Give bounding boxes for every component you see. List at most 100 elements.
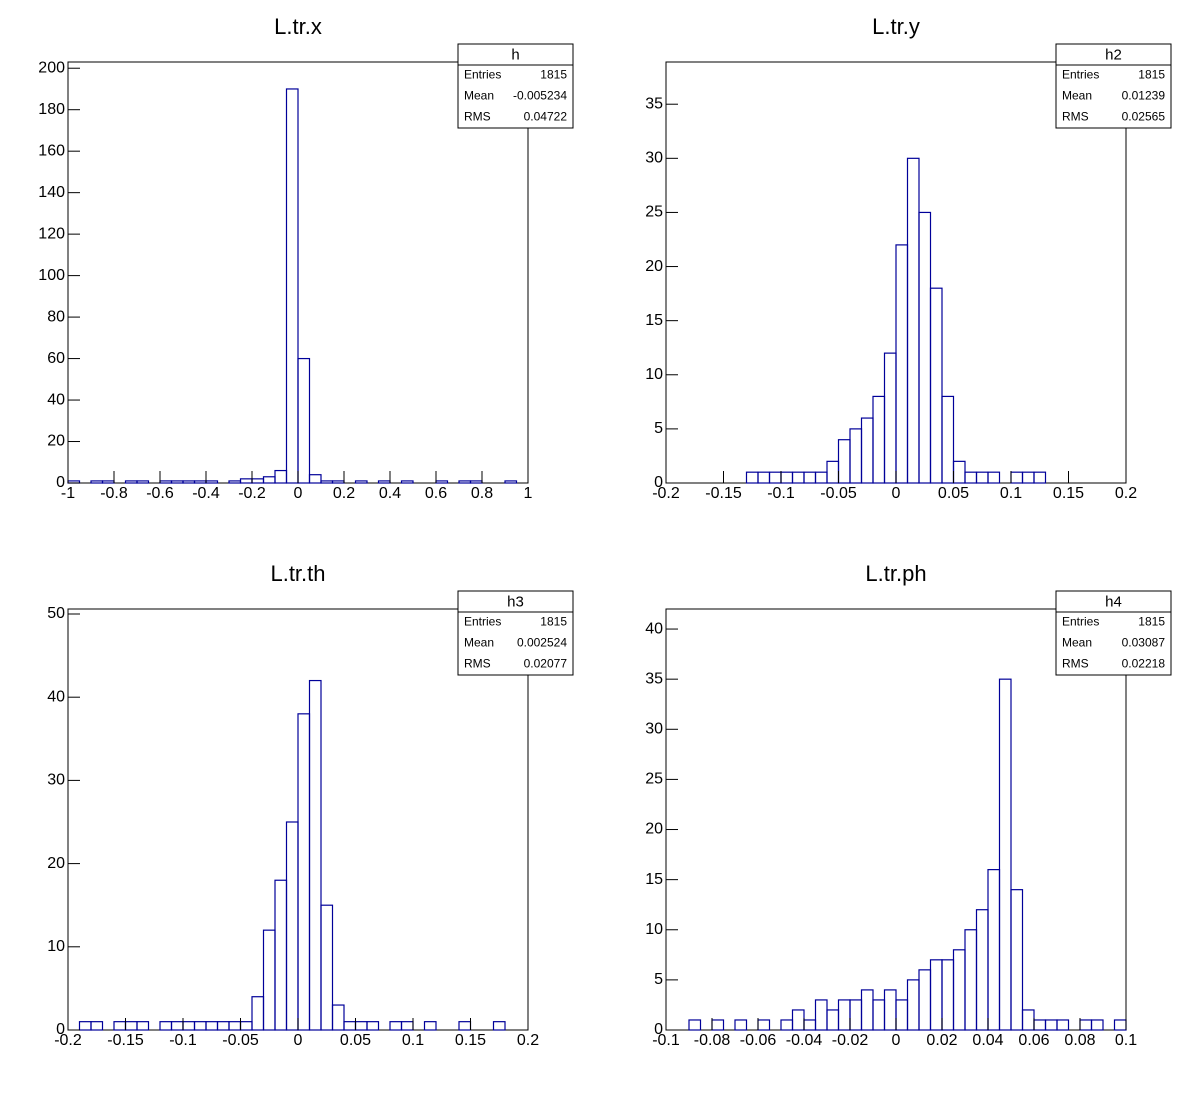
histogram-bin [1044, 1019, 1058, 1031]
stats-value: 0.01239 [1122, 89, 1166, 103]
histogram-bin [1056, 1019, 1070, 1031]
x-tick-label: 0.15 [1053, 485, 1084, 502]
stats-label: RMS [1062, 657, 1089, 671]
x-tick-label: -0.1 [767, 485, 795, 502]
chart-title: L.tr.x [274, 14, 322, 39]
histogram-bin [354, 480, 368, 484]
histogram-bin [469, 480, 483, 484]
histogram-bin [780, 471, 794, 484]
x-tick-label: -0.04 [786, 1032, 823, 1049]
histogram-bin [872, 999, 886, 1031]
histogram-bin [331, 480, 345, 484]
histogram-bin [205, 1021, 219, 1031]
stats-name: h [511, 46, 519, 63]
histogram-bin [492, 1021, 506, 1031]
histogram-bin [837, 999, 851, 1031]
stats-value: 1815 [1138, 68, 1165, 82]
histogram-bin [1010, 471, 1024, 484]
histogram-bin [918, 211, 932, 484]
histogram-bin [205, 480, 219, 484]
y-tick-label: 180 [38, 101, 65, 118]
x-tick-label: -0.05 [820, 485, 857, 502]
histogram-bin [906, 979, 920, 1031]
y-tick-label: 40 [47, 688, 65, 705]
histogram-bin [377, 480, 391, 484]
stats-label: Mean [464, 636, 494, 650]
x-tick-label: 0.2 [1115, 485, 1137, 502]
histogram-bin [1033, 471, 1047, 484]
histogram-bin [803, 471, 817, 484]
histogram-bin [228, 480, 242, 484]
histogram-bin [1010, 889, 1024, 1031]
histogram-bin [895, 244, 909, 484]
histogram-bin [170, 1021, 184, 1031]
histogram-bin [849, 428, 863, 484]
histogram-bin [400, 480, 414, 484]
histogram-bin [757, 1019, 771, 1031]
histogram-bin [308, 679, 322, 1031]
histogram-bin [285, 821, 299, 1031]
panel: L.tr.th 0 10 20 30 40 50 -0.2 -0.15 -0.1 -0.05 0 0.0… [47, 561, 574, 1049]
histogram-bin [239, 478, 253, 484]
histogram-bin [1021, 1009, 1035, 1031]
histogram-bin [814, 471, 828, 484]
histogram-bin [975, 471, 989, 484]
panel: L.tr.y 0 5 10 15 20 25 30 35 -0.2 -0.15 -0.1 -0.05 0 0… [645, 14, 1172, 502]
stats-value: 0.02565 [1122, 110, 1166, 124]
y-tick-label: 30 [47, 772, 65, 789]
stats-box [457, 43, 574, 129]
y-tick-label: 40 [645, 620, 663, 637]
y-tick-label: 15 [645, 871, 663, 888]
stats-label: Entries [1062, 615, 1099, 629]
histogram-bin [849, 999, 863, 1031]
stats-label: Mean [1062, 89, 1092, 103]
x-tick-label: -0.15 [705, 485, 742, 502]
stats-name: h3 [507, 593, 524, 610]
x-tick-label: 0.08 [1064, 1032, 1095, 1049]
x-tick-label: -0.05 [222, 1032, 259, 1049]
histogram-bin [193, 1021, 207, 1031]
stats-label: Mean [1062, 636, 1092, 650]
stats-label: Entries [464, 615, 501, 629]
x-tick-label: -0.15 [107, 1032, 144, 1049]
y-tick-label: 5 [654, 971, 663, 988]
x-tick-label: -0.8 [100, 485, 128, 502]
x-tick-label: 0.04 [972, 1032, 1003, 1049]
histogram-bin [964, 929, 978, 1031]
histogram-bin [964, 471, 978, 484]
x-tick-label: 0.2 [517, 1032, 539, 1049]
x-tick-label: 0.8 [471, 485, 493, 502]
histogram-bin [124, 1021, 138, 1031]
histogram-bin [941, 959, 955, 1031]
histogram-bin [895, 999, 909, 1031]
x-tick-label: -0.06 [740, 1032, 777, 1049]
histogram-bin [435, 480, 449, 484]
x-tick-label: 0.1 [1115, 1032, 1137, 1049]
histogram-bin [308, 474, 322, 484]
histogram-bin [504, 480, 518, 484]
y-tick-label: 10 [645, 366, 663, 383]
x-tick-label: -0.2 [54, 1032, 82, 1049]
stats-box [1055, 590, 1172, 676]
x-tick-label: 0.1 [1000, 485, 1022, 502]
y-tick-label: 25 [645, 771, 663, 788]
histogram-bin [228, 1021, 242, 1031]
histogram-bin [837, 439, 851, 484]
x-tick-label: -0.2 [652, 485, 680, 502]
y-tick-label: 60 [47, 350, 65, 367]
histogram-bin [423, 1021, 437, 1031]
x-tick-label: 0.02 [926, 1032, 957, 1049]
histogram-bin [883, 989, 897, 1031]
histogram-bin [366, 1021, 380, 1031]
y-tick-label: 160 [38, 142, 65, 159]
histogram-bin [458, 480, 472, 484]
x-tick-label: -0.1 [169, 1032, 197, 1049]
stats-value: 0.04722 [524, 110, 568, 124]
histogram-bin [872, 395, 886, 484]
x-tick-label: -1 [61, 485, 75, 502]
stats-value: 0.002524 [517, 636, 567, 650]
histogram-bin [745, 471, 759, 484]
histogram-bin [952, 460, 966, 484]
x-tick-label: 0.15 [455, 1032, 486, 1049]
